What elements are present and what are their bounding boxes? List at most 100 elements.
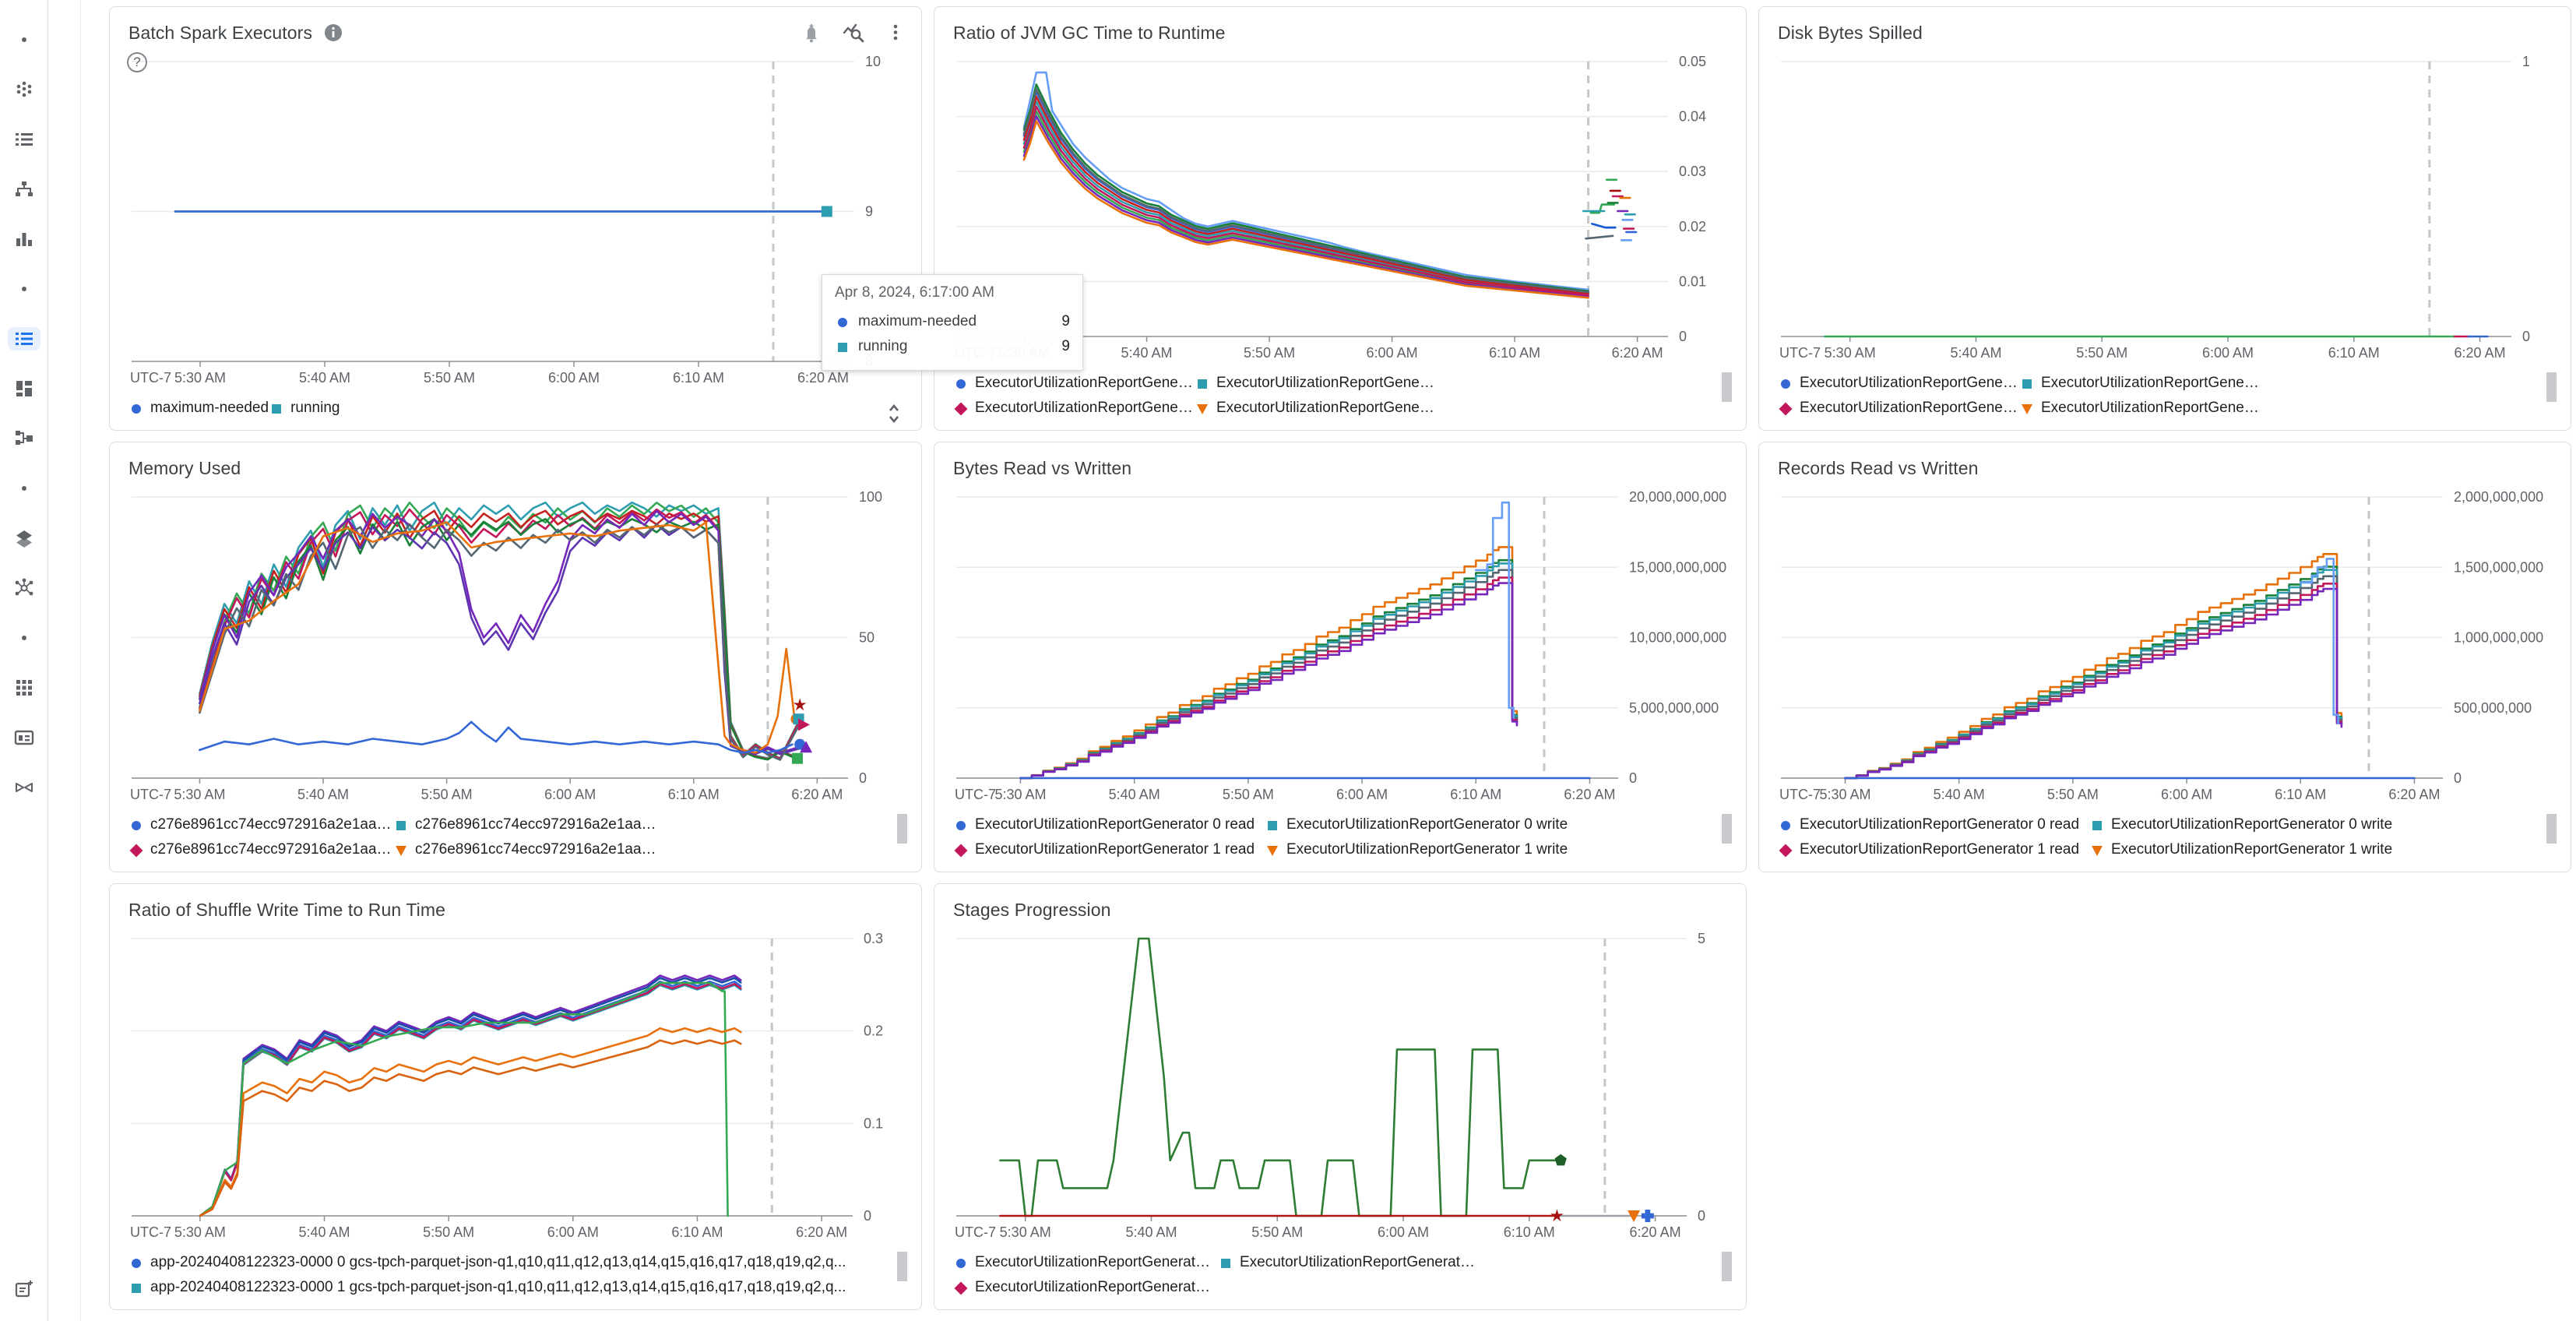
sidebar-item-compose-feedback[interactable] [8, 1277, 40, 1301]
list-icon [15, 333, 33, 345]
y-axis-tick-label: 0.1 [864, 1115, 883, 1131]
legend-item[interactable]: app-20240408122323-0000 0 gcs-tpch-parqu… [128, 1254, 846, 1271]
legend-marker-circle [956, 379, 966, 389]
x-axis-tick-label: 6:00 AM [2161, 787, 2212, 802]
legend-marker-diamond [129, 844, 143, 858]
tooltip-timestamp: Apr 8, 2024, 6:17:00 AM [835, 284, 994, 301]
series-line [199, 981, 729, 1217]
x-axis-tick-label: 5:40 AM [1125, 1224, 1177, 1240]
legend-item[interactable]: ExecutorUtilizationReportGenerator 1 [1195, 375, 1436, 392]
legend-item[interactable]: ExecutorUtilizationReportGenerator 0 [953, 375, 1195, 392]
legend-item[interactable]: c276e8961cc74ecc972916a2e1aae312-w-2 [393, 841, 658, 858]
sidebar-item-13-apps-grid[interactable] [8, 676, 40, 699]
chart-plot-area[interactable]: 5:30 AM 5:40 AM 5:50 AM 6:00 AM 6:10 AM 6:20 … [1778, 46, 2553, 369]
chart-card-header: Ratio of Shuffle Write Time to Run Time [110, 884, 921, 923]
series-line [1022, 110, 1589, 298]
legend-item[interactable]: ExecutorUtilizationReportGenerator 1 rea… [1778, 841, 2089, 858]
x-axis-tick-label: 5:30 AM [174, 1224, 226, 1240]
legend-item[interactable]: ExecutorUtilizationReportGenerator runni… [1218, 1254, 1483, 1271]
chart-plot-area[interactable]: 5:30 AM 5:40 AM 5:50 AM 6:00 AM 6:10 AM 6:20 … [128, 481, 904, 811]
bowtie-icon [15, 783, 33, 792]
help-icon[interactable]: ? [127, 52, 147, 72]
sidebar-item-5-dot[interactable] [8, 277, 40, 301]
series-line [199, 502, 800, 759]
legend-scrollbar-thumb[interactable] [2546, 372, 2557, 402]
chart-plot-area[interactable]: 5:30 AM 5:40 AM 5:50 AM 6:00 AM 6:10 AM 6:20 … [953, 481, 1729, 811]
legend-scrollbar-thumb[interactable] [1722, 1252, 1732, 1281]
legend-item[interactable]: ExecutorUtilizationReportGenerator waiti… [953, 1279, 1218, 1296]
chart-title: Records Read vs Written [1778, 457, 1979, 478]
legend-item[interactable]: ExecutorUtilizationReportGenerator 0 wri… [1265, 816, 1576, 833]
legend-item[interactable]: maximum-needed [128, 400, 269, 417]
legend-item[interactable]: c276e8961cc74ecc972916a2e1aae312-w-0 [393, 816, 658, 833]
legend-item[interactable]: ExecutorUtilizationReportGenerator 1 wri… [1265, 841, 1576, 858]
legend-item[interactable]: c276e8961cc74ecc972916a2e1aae312-w-1 [128, 841, 393, 858]
sidebar-item-6-list[interactable] [7, 327, 40, 351]
legend-item[interactable]: ExecutorUtilizationReportGenerator 0 rea… [1778, 816, 2089, 833]
sidebar-item-1-cluster-dots[interactable] [8, 78, 40, 101]
apps-grid-icon [16, 680, 32, 696]
x-axis-tick-label: 6:20 AM [1564, 787, 1615, 802]
sidebar-item-12-dot[interactable] [8, 626, 40, 650]
legend-item[interactable]: ExecutorUtilizationReportGenerator 1 [2019, 375, 2261, 392]
legend-item[interactable]: running [269, 400, 340, 417]
sidebar-item-14-card[interactable] [8, 726, 40, 749]
sidebar-item-7-blocks[interactable] [8, 377, 40, 400]
legend-scrollbar-thumb[interactable] [1722, 814, 1732, 844]
legend-label: ExecutorUtilizationReportGenerator runni… [1240, 1254, 1483, 1270]
timezone-label: UTC-7 [955, 1224, 996, 1240]
x-axis-tick-label: 6:00 AM [2202, 345, 2254, 361]
sidebar-item-10-layers[interactable] [8, 527, 40, 550]
x-axis-tick-label: 6:10 AM [671, 1224, 723, 1240]
x-axis-tick-label: 6:10 AM [1504, 1224, 1555, 1240]
legend-item[interactable]: ExecutorUtilizationReportGenerator 2 [953, 400, 1195, 417]
info-icon-wrap[interactable] [322, 21, 345, 44]
chart-plot-area[interactable]: 5:30 AM 5:40 AM 5:50 AM 6:00 AM 6:10 AM 6:20 … [1778, 481, 2553, 811]
legend-item[interactable]: ExecutorUtilizationReportGenerator 1 rea… [953, 841, 1265, 858]
chart-plot-area[interactable]: 5:30 AM 5:40 AM 5:50 AM 6:00 AM 6:10 AM 6:20 … [128, 46, 904, 394]
x-axis-tick-label: 6:20 AM [1630, 1224, 1681, 1240]
legend-item[interactable]: ExecutorUtilizationReportGenerator 0 wri… [2089, 816, 2401, 833]
series-line [1844, 553, 2343, 780]
query-stats-icon-button[interactable] [842, 21, 865, 44]
notification-add-icon-button[interactable] [800, 21, 823, 44]
legend-scrollbar-thumb[interactable] [2546, 814, 2557, 844]
legend-item[interactable]: ExecutorUtilizationReportGenerator faile… [953, 1254, 1218, 1271]
sidebar-item-8-flow[interactable] [8, 427, 40, 450]
legend-row: ExecutorUtilizationReportGenerator waiti… [953, 1275, 1704, 1300]
sidebar-item-15-bowtie[interactable] [8, 776, 40, 799]
legend-scrollbar-thumb[interactable] [897, 814, 907, 844]
legend-item[interactable]: app-20240408122323-0000 1 gcs-tpch-parqu… [128, 1279, 846, 1296]
chart-plot-area[interactable]: 5:30 AM 5:40 AM 5:50 AM 6:00 AM 6:10 AM 6:20 … [953, 923, 1729, 1249]
legend-item[interactable]: ExecutorUtilizationReportGenerator 0 rea… [953, 816, 1265, 833]
legend-item[interactable]: ExecutorUtilizationReportGenerator 1 wri… [2089, 841, 2401, 858]
sidebar-item-11-network[interactable] [8, 576, 40, 600]
legend-marker-circle [132, 821, 141, 830]
x-axis-tick-label: 5:50 AM [421, 787, 473, 802]
legend-marker-diamond [954, 1281, 968, 1295]
legend-item[interactable]: ExecutorUtilizationReportGenerator 4 [2019, 400, 2261, 417]
legend-row: c276e8961cc74ecc972916a2e1aae312-m c276e8… [128, 812, 879, 837]
y-axis-tick-label: 0.2 [864, 1023, 883, 1039]
sidebar-item-9-dot[interactable] [8, 477, 40, 500]
legend-item[interactable]: ExecutorUtilizationReportGenerator 0 [1778, 375, 2019, 392]
y-axis-tick-label: 1 [2522, 54, 2530, 69]
sidebar-item-4-bar-chart[interactable] [8, 227, 40, 251]
sidebar-item-0-dot[interactable] [8, 28, 40, 51]
chart-tooltip: Apr 8, 2024, 6:17:00 AM maximum-needed 9 r… [822, 274, 1083, 371]
chart-plot-area[interactable]: 5:30 AM 5:40 AM 5:50 AM 6:00 AM 6:10 AM 6:20 … [128, 923, 904, 1249]
legend-scrollbar-thumb[interactable] [1722, 372, 1732, 402]
sidebar-item-2-list[interactable] [8, 128, 40, 151]
series-end-marker [2092, 821, 2102, 830]
unfold-more-button[interactable] [884, 402, 904, 429]
kebab-icon-button[interactable] [884, 21, 907, 44]
sidebar-item-3-tree[interactable] [8, 178, 40, 201]
timezone-label: UTC-7 [130, 787, 171, 802]
x-axis-tick-label: 5:50 AM [2047, 787, 2099, 802]
legend-item[interactable]: c276e8961cc74ecc972916a2e1aae312-m [128, 816, 393, 833]
y-axis-tick-label: 0 [859, 770, 867, 786]
legend-scrollbar-thumb[interactable] [897, 1252, 907, 1281]
y-axis-tick-label: 50 [859, 630, 875, 646]
legend-item[interactable]: ExecutorUtilizationReportGenerator 2 [1778, 400, 2019, 417]
legend-item[interactable]: ExecutorUtilizationReportGenerator 4 [1195, 400, 1436, 417]
